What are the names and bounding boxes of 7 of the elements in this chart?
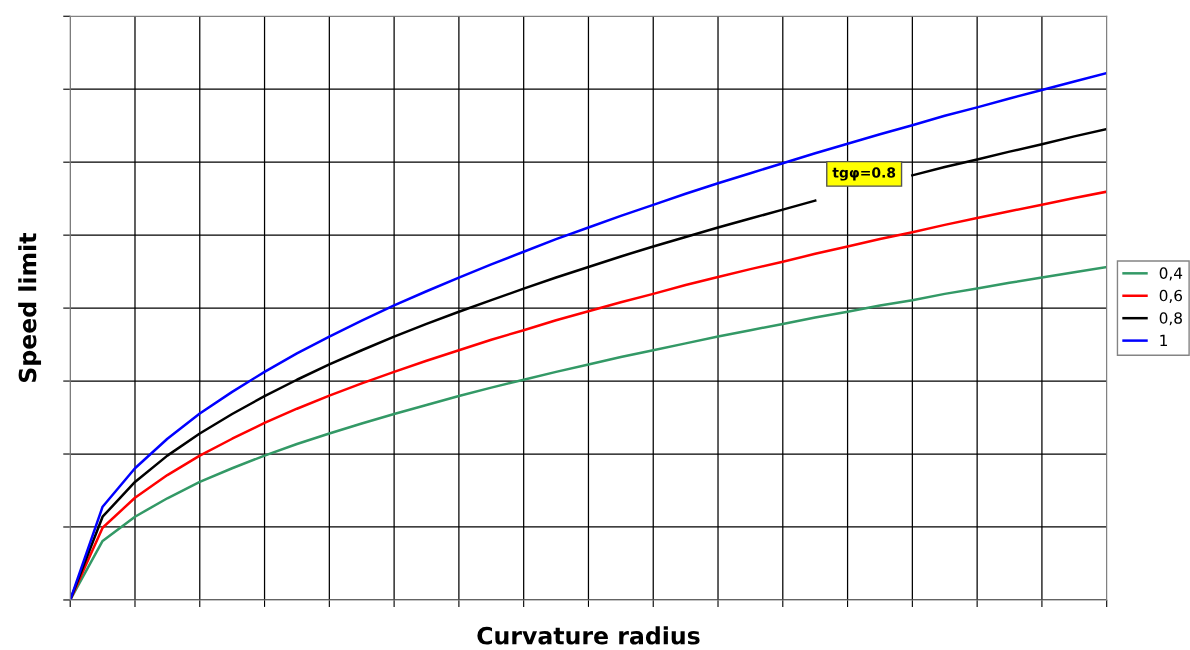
legend-label: 0,6 <box>1159 289 1183 303</box>
y-axis-title: Speed limit <box>18 233 42 383</box>
legend-label: 0,4 <box>1159 267 1183 281</box>
legend-label: 0,8 <box>1159 312 1182 326</box>
x-axis-title: Curvature radius <box>477 626 700 645</box>
legend-label: 1 <box>1160 334 1168 346</box>
annotation: tgφ=0.8 <box>832 167 896 181</box>
